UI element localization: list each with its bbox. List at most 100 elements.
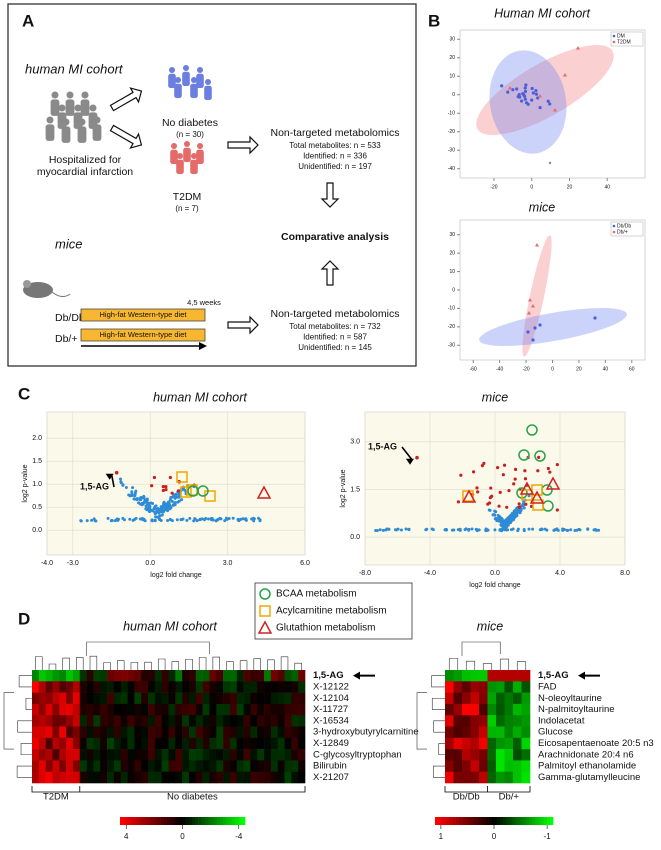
pca-point xyxy=(538,105,542,110)
heatmap-cell xyxy=(250,715,258,727)
volcano-point xyxy=(512,510,516,514)
heatmap-cell xyxy=(59,703,67,716)
volcano-point xyxy=(144,507,148,511)
legend-label: Db/+ xyxy=(617,229,628,235)
scale-label: 4 xyxy=(124,832,129,841)
heatmap-cell xyxy=(59,749,67,761)
volcano-point xyxy=(160,505,164,509)
heatmap-cell xyxy=(100,760,108,772)
heatmap-cell xyxy=(250,703,258,716)
pathway-marker xyxy=(462,490,474,502)
pathway-marker xyxy=(197,485,209,497)
color-scale xyxy=(198,817,202,825)
group-bracket xyxy=(444,786,531,793)
arrow xyxy=(109,87,143,112)
heatmap-cell xyxy=(291,749,299,761)
heatmap-cell xyxy=(120,726,128,739)
heatmap-cell xyxy=(86,771,94,784)
heatmap-cell xyxy=(270,670,278,682)
x-axis-label: log2 fold change xyxy=(469,582,520,589)
color-scale xyxy=(479,817,483,825)
heatmap-cell xyxy=(113,670,122,682)
heatmap-cell xyxy=(148,670,156,682)
heatmap-cell xyxy=(284,760,292,772)
color-scale xyxy=(195,817,199,825)
heatmap-cell xyxy=(298,670,306,682)
y-tick-label: 10 xyxy=(449,269,455,275)
color-scale xyxy=(232,817,236,825)
x-tick-label: 20 xyxy=(576,366,582,372)
heatmap-cell xyxy=(209,681,217,693)
heatmap-cell xyxy=(496,670,505,682)
heatmap-cell xyxy=(479,692,488,705)
volcano-point xyxy=(106,516,110,520)
volcano-point xyxy=(116,518,120,522)
color-scale xyxy=(216,817,221,825)
heatmap-cell xyxy=(250,670,258,682)
heatmap-cell xyxy=(270,692,278,705)
volcano-point xyxy=(470,527,474,531)
y-tick-label: 30 xyxy=(449,232,455,238)
significant-point xyxy=(486,502,490,506)
heatmap-cell xyxy=(470,681,480,693)
heatmap-cell xyxy=(243,726,251,739)
significant-point xyxy=(152,475,157,480)
heatmap-cell xyxy=(243,703,251,716)
person-icon xyxy=(176,152,184,160)
heatmap-cell xyxy=(79,703,87,716)
significant-point xyxy=(482,461,486,465)
label: Total metabolites: n = 533 xyxy=(289,141,381,150)
volcano-point xyxy=(498,528,502,532)
color-scale xyxy=(547,817,551,825)
volcano-point xyxy=(143,519,147,523)
color-scale xyxy=(145,817,149,825)
heatmap-cell xyxy=(202,715,210,727)
color-scale xyxy=(135,817,140,825)
volcano-point xyxy=(188,516,192,520)
row-arrow xyxy=(353,671,360,680)
heatmap-cell xyxy=(93,703,101,716)
heatmap-cell xyxy=(38,737,46,750)
color-scale xyxy=(514,817,518,825)
arrow-shape xyxy=(227,315,259,335)
legend-box xyxy=(254,582,413,640)
heatmap-cell xyxy=(513,737,522,750)
heatmap-cell xyxy=(521,715,531,727)
y-tick-label: -20 xyxy=(448,129,455,135)
heatmap-cell xyxy=(141,726,149,739)
heatmap-cell xyxy=(168,681,176,693)
significant-point xyxy=(480,464,485,468)
heatmap-cell xyxy=(45,670,53,682)
row-label: Bilirubin xyxy=(313,761,347,772)
heatmap-cell xyxy=(154,737,162,750)
color-scale xyxy=(517,817,521,825)
heatmap-cell xyxy=(168,760,176,772)
annotation: 1,5-AG xyxy=(80,481,109,491)
heatmap-cell xyxy=(66,760,74,772)
heatmap-cell xyxy=(223,737,231,750)
color-scale xyxy=(126,817,130,825)
heatmap-cell xyxy=(229,737,238,750)
color-scale xyxy=(173,817,177,825)
heatmap-cell xyxy=(504,692,514,705)
heatmap-cell xyxy=(154,670,162,682)
volcano-point xyxy=(166,518,170,522)
color-scale xyxy=(467,817,471,825)
person-icon xyxy=(45,124,55,141)
heatmap-cell xyxy=(504,760,514,772)
heatmap-cell xyxy=(270,715,278,727)
heatmap-cell xyxy=(277,771,285,784)
significant-point xyxy=(513,477,517,481)
heatmap-cell xyxy=(120,703,128,716)
heatmap-cell xyxy=(161,681,169,693)
volcano-point xyxy=(158,509,162,513)
color-scale xyxy=(166,817,171,825)
heatmap-cell xyxy=(107,670,115,682)
pathway-marker xyxy=(186,484,198,496)
heatmap-cell xyxy=(462,760,471,772)
heatmap-cell xyxy=(72,771,81,784)
color-scale xyxy=(207,817,211,825)
heatmap-cell xyxy=(521,681,531,693)
arrow xyxy=(109,124,143,149)
significant-point xyxy=(161,488,165,493)
